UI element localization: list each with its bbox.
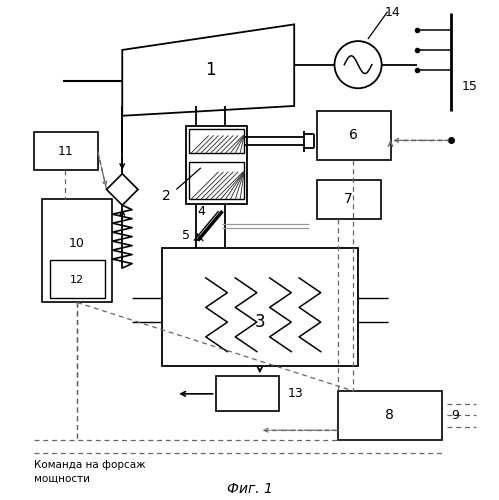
Text: 8: 8 — [385, 408, 394, 422]
Text: 6: 6 — [349, 128, 358, 142]
Bar — [216, 376, 279, 410]
Circle shape — [334, 41, 382, 88]
Text: 12: 12 — [70, 275, 84, 285]
Text: мощности: мощности — [34, 474, 90, 484]
Text: 11: 11 — [57, 144, 73, 158]
Text: 4: 4 — [197, 204, 205, 218]
Text: Фиг. 1: Фиг. 1 — [227, 482, 273, 496]
Text: 14: 14 — [385, 6, 400, 19]
Polygon shape — [122, 24, 294, 116]
Bar — [189, 162, 244, 200]
Bar — [34, 132, 98, 170]
Bar — [49, 260, 105, 298]
Bar — [162, 248, 358, 366]
Bar — [189, 128, 244, 153]
Text: 3: 3 — [254, 313, 265, 331]
Text: 9: 9 — [452, 409, 459, 422]
Bar — [317, 180, 381, 219]
Text: 7: 7 — [344, 192, 353, 206]
Text: 10: 10 — [69, 237, 85, 250]
Bar — [42, 200, 112, 302]
Text: 13: 13 — [287, 388, 303, 400]
Text: 5: 5 — [182, 229, 190, 242]
Text: 1: 1 — [206, 60, 216, 78]
Bar — [317, 111, 391, 160]
Text: 15: 15 — [461, 80, 477, 93]
Text: 2: 2 — [162, 190, 171, 203]
Bar — [338, 391, 442, 440]
Bar — [186, 126, 247, 204]
Text: Команда на форсаж: Команда на форсаж — [34, 460, 145, 469]
Polygon shape — [106, 174, 138, 205]
